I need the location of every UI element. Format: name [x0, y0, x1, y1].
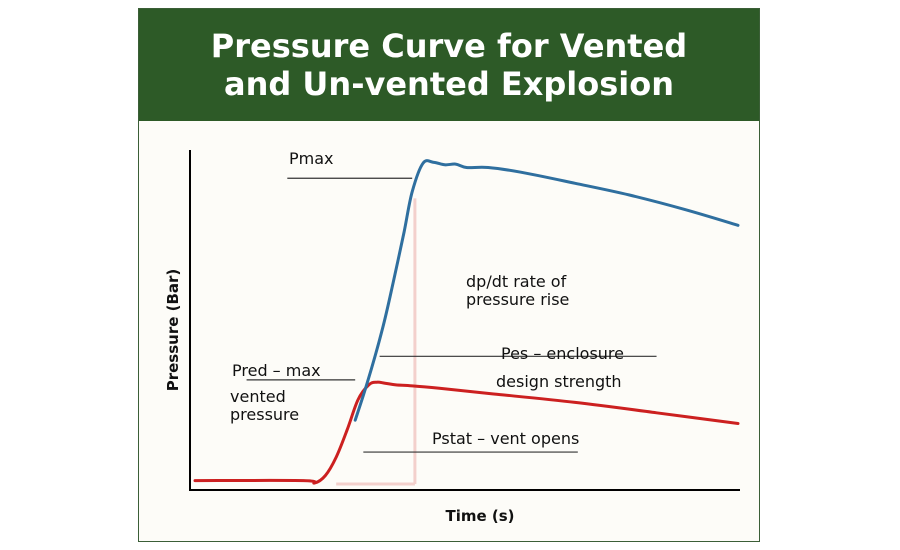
y-axis-label: Pressure (Bar): [164, 269, 182, 392]
dpdt-label-line2: pressure rise: [466, 290, 569, 309]
dpdt-label-line1: dp/dt rate of: [466, 272, 567, 291]
vented-pressure-curve: [193, 380, 740, 485]
unvented-pressure-curve: [353, 159, 740, 422]
pes-label-line2: design strength: [496, 372, 622, 391]
figure-frame: Pressure Curve for Vented and Un-vented …: [138, 8, 760, 542]
pred-label-line2: vented: [230, 387, 286, 406]
pstat-label: Pstat – vent opens: [432, 429, 579, 448]
x-axis-label: Time (s): [445, 507, 514, 525]
pes-label-line1: Pes – enclosure: [501, 344, 624, 363]
chart-title: Pressure Curve for Vented and Un-vented …: [210, 27, 688, 103]
pred-label-line1: Pred – max: [232, 361, 321, 380]
pmax-label: Pmax: [289, 149, 334, 168]
pred-label-line3: pressure: [230, 405, 299, 424]
title-banner: Pressure Curve for Vented and Un-vented …: [139, 9, 759, 121]
